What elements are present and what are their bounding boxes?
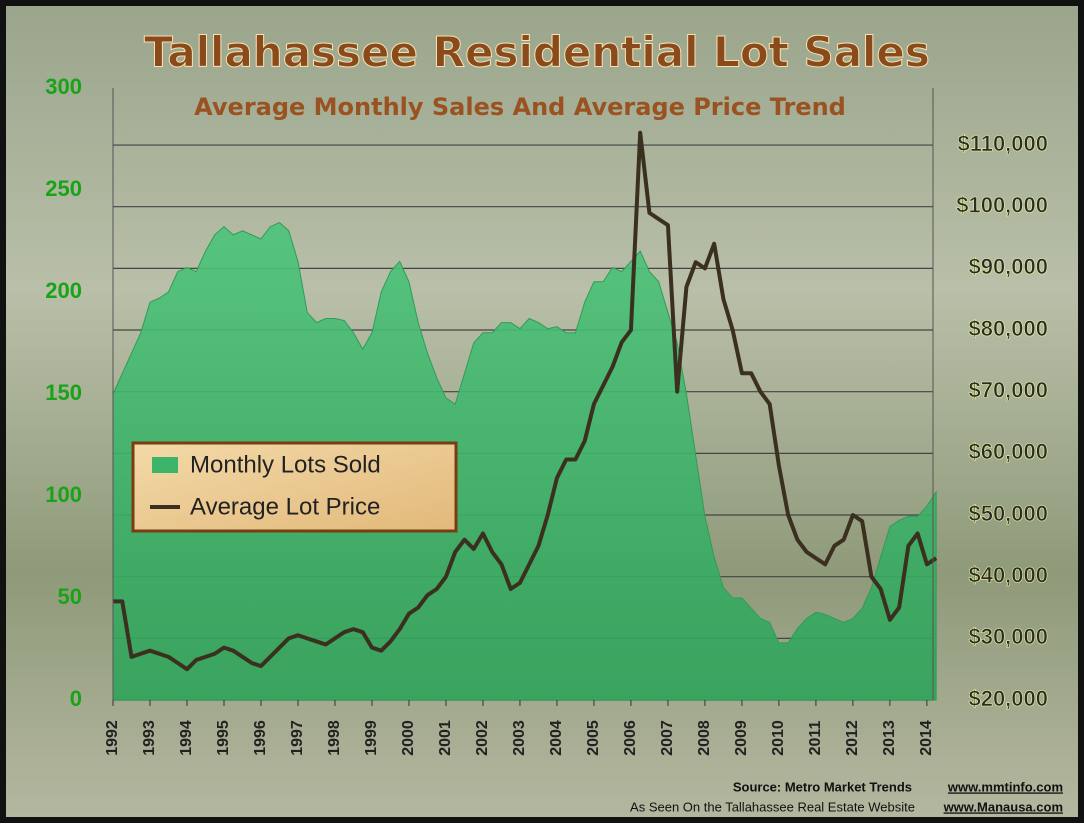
- y2-tick-label: $110,000: [957, 131, 1048, 156]
- area: [112, 222, 937, 701]
- line: [113, 130, 938, 672]
- x-tick-label: 1996: [252, 720, 269, 756]
- x-tick-label: 2004: [548, 720, 565, 756]
- x-tick-label: 2007: [659, 720, 676, 756]
- legend-label: Average Lot Price: [190, 493, 380, 520]
- x-tick-label: 2000: [400, 720, 417, 756]
- y-tick-label: 300: [45, 74, 82, 99]
- y-tick-label: 100: [45, 482, 82, 507]
- y2-tick-label: $30,000: [968, 624, 1048, 649]
- y2-tick-label: $40,000: [968, 562, 1048, 587]
- x-tick-label: 1999: [363, 720, 380, 756]
- x-tick-label: 1994: [178, 720, 195, 756]
- legend: [131, 441, 458, 533]
- y2-tick-label: $50,000: [968, 501, 1048, 526]
- x-tick-label: 1992: [104, 720, 121, 756]
- chart-title: Tallahassee Residential Lot Sales: [144, 28, 930, 77]
- x-tick-label: 2009: [733, 720, 750, 756]
- x-tick-label: 2005: [585, 720, 602, 756]
- y-tick-label: 200: [45, 278, 82, 303]
- y-tick-label: 50: [58, 584, 82, 609]
- x-tick-label: 2003: [511, 720, 528, 756]
- legend-label: Monthly Lots Sold: [190, 451, 381, 478]
- x-tick-label: 2012: [844, 720, 861, 756]
- source-url: www.mmtinfo.com: [947, 779, 1063, 794]
- x-tick-label: 2014: [918, 720, 935, 756]
- legend-swatch: [152, 457, 178, 473]
- x-tick-label: 2013: [881, 720, 898, 756]
- x-tick-label: 2010: [770, 720, 787, 756]
- x-tick-label: 2006: [622, 720, 639, 756]
- source: Source: Metro Market Trends: [733, 779, 912, 794]
- y2-tick-label: $60,000: [968, 439, 1048, 464]
- x-tick-label: 1993: [141, 720, 158, 756]
- x-tick-label: 2008: [696, 720, 713, 756]
- x-tick-label: 1998: [326, 720, 343, 756]
- x-tick-label: 2002: [474, 720, 491, 756]
- x-tick-label: 1995: [215, 720, 232, 756]
- y2-tick-label: $80,000: [968, 316, 1048, 341]
- credit: As Seen On the Tallahassee Real Estate W…: [630, 799, 915, 814]
- x-tick-label: 2011: [807, 721, 824, 756]
- y-tick-label: 150: [45, 380, 82, 405]
- y-tick-label: 250: [45, 176, 82, 201]
- credit-url: www.Manausa.com: [943, 799, 1063, 814]
- y2-tick-label: $70,000: [968, 378, 1048, 403]
- y2-tick-label: $90,000: [968, 254, 1048, 279]
- chart-subtitle: Average Monthly Sales And Average Price …: [194, 93, 846, 121]
- y2-tick-label: $100,000: [956, 193, 1048, 218]
- x-tick-label: 2001: [437, 720, 454, 756]
- y2-tick-label: $20,000: [968, 686, 1048, 711]
- x-tick-label: 1997: [289, 720, 306, 756]
- y-tick-label: 0: [70, 686, 82, 711]
